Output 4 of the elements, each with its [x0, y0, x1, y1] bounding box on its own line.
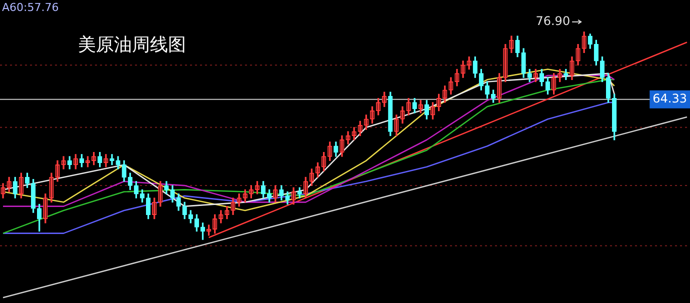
- text: A60:57.76: [2, 0, 59, 14]
- chart-title: 美原油周线图: [78, 34, 186, 56]
- text: 76.90: [536, 14, 570, 28]
- annotation: 64.33: [652, 92, 687, 106]
